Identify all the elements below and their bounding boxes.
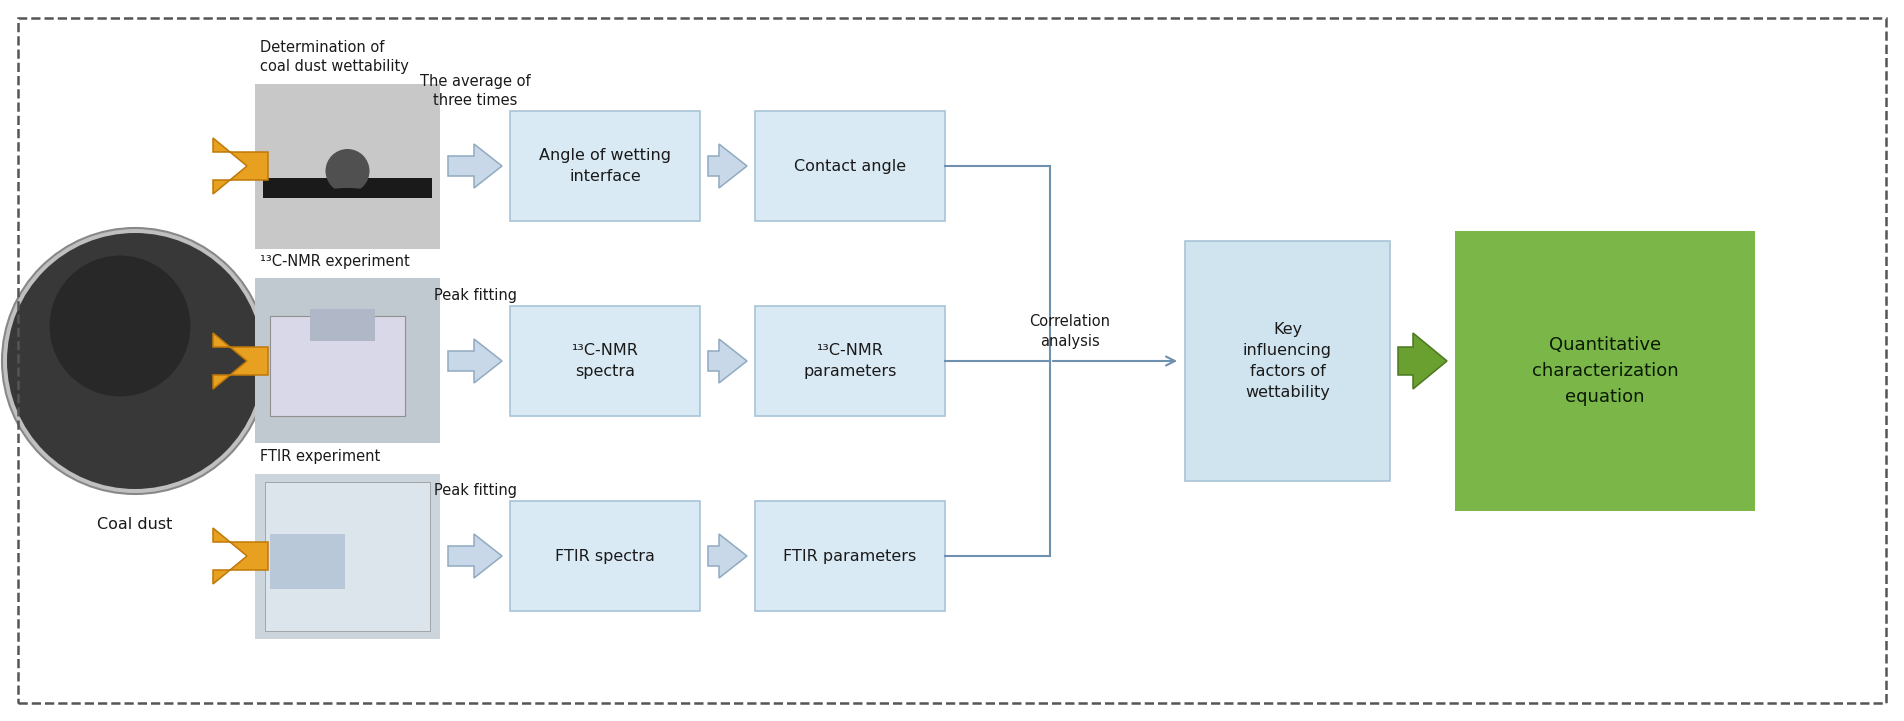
FancyBboxPatch shape bbox=[255, 474, 440, 639]
Text: Correlation
analysis: Correlation analysis bbox=[1030, 314, 1110, 349]
Text: FTIR experiment: FTIR experiment bbox=[261, 448, 381, 464]
FancyBboxPatch shape bbox=[265, 482, 430, 630]
Polygon shape bbox=[708, 339, 746, 383]
FancyBboxPatch shape bbox=[1184, 241, 1390, 481]
Polygon shape bbox=[213, 528, 268, 584]
Circle shape bbox=[326, 149, 369, 193]
Polygon shape bbox=[213, 138, 268, 194]
FancyBboxPatch shape bbox=[255, 278, 440, 443]
FancyBboxPatch shape bbox=[270, 534, 345, 588]
Text: Peak fitting: Peak fitting bbox=[434, 288, 516, 303]
Polygon shape bbox=[447, 144, 503, 188]
Text: Peak fitting: Peak fitting bbox=[434, 483, 516, 498]
Text: ¹³C-NMR
parameters: ¹³C-NMR parameters bbox=[803, 343, 897, 379]
FancyBboxPatch shape bbox=[310, 309, 375, 341]
Circle shape bbox=[8, 233, 263, 489]
Circle shape bbox=[50, 256, 190, 397]
FancyBboxPatch shape bbox=[510, 111, 701, 221]
Ellipse shape bbox=[326, 188, 369, 196]
FancyBboxPatch shape bbox=[756, 501, 944, 611]
Polygon shape bbox=[447, 534, 503, 578]
Circle shape bbox=[2, 228, 268, 494]
FancyBboxPatch shape bbox=[756, 306, 944, 416]
FancyBboxPatch shape bbox=[1455, 231, 1755, 511]
Text: Contact angle: Contact angle bbox=[794, 159, 906, 174]
FancyBboxPatch shape bbox=[510, 501, 701, 611]
FancyBboxPatch shape bbox=[255, 84, 440, 249]
Text: Quantitative
characterization
equation: Quantitative characterization equation bbox=[1531, 335, 1677, 407]
Polygon shape bbox=[708, 534, 746, 578]
FancyBboxPatch shape bbox=[756, 111, 944, 221]
Text: The average of
three times: The average of three times bbox=[419, 74, 531, 108]
Polygon shape bbox=[1398, 333, 1447, 389]
Text: Coal dust: Coal dust bbox=[97, 517, 173, 532]
Text: Determination of
coal dust wettability: Determination of coal dust wettability bbox=[261, 40, 409, 74]
Text: FTIR parameters: FTIR parameters bbox=[783, 549, 916, 564]
Polygon shape bbox=[708, 144, 746, 188]
Polygon shape bbox=[447, 339, 503, 383]
Text: ¹³C-NMR
spectra: ¹³C-NMR spectra bbox=[571, 343, 638, 379]
FancyBboxPatch shape bbox=[263, 178, 432, 198]
Polygon shape bbox=[213, 333, 268, 389]
Text: ¹³C-NMR experiment: ¹³C-NMR experiment bbox=[261, 254, 409, 268]
FancyBboxPatch shape bbox=[510, 306, 701, 416]
Text: Key
influencing
factors of
wettability: Key influencing factors of wettability bbox=[1243, 322, 1333, 400]
Text: FTIR spectra: FTIR spectra bbox=[556, 549, 655, 564]
FancyBboxPatch shape bbox=[270, 316, 406, 416]
Text: Angle of wetting
interface: Angle of wetting interface bbox=[539, 148, 670, 184]
